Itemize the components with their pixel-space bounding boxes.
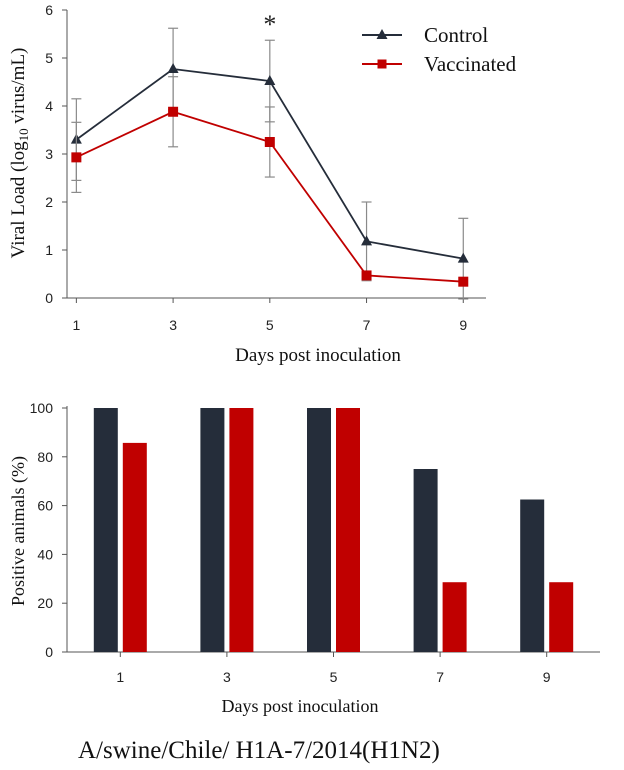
line-chart-x-tick-label: 9 xyxy=(459,317,467,333)
viral-load-line-chart: 0 1 2 3 4 5 6 1 3 5 7 9 * Days post inoculation Vir… xyxy=(8,2,517,366)
line-chart-series xyxy=(70,27,469,300)
legend-vaccinated-marker xyxy=(377,59,387,69)
data-point-vaccinated xyxy=(361,270,372,281)
line-chart-y-tick-label: 3 xyxy=(45,146,53,162)
data-point-vaccinated xyxy=(264,137,275,147)
bar-chart-y-tick-label: 0 xyxy=(45,644,53,660)
data-point-vaccinated xyxy=(71,152,82,163)
line-chart-x-tick-label: 7 xyxy=(363,317,371,333)
line-chart-x-tick-label: 3 xyxy=(169,317,177,333)
figure-caption: A/swine/Chile/ H1A-7/2014(H1N2) xyxy=(78,737,440,764)
bar-chart-axes: 0 20 40 60 80 100 1 3 5 7 9 xyxy=(30,400,600,685)
data-point-control xyxy=(264,75,276,86)
bar-chart-y-axis-label: Positive animals (%) xyxy=(8,456,29,606)
bar-chart-y-tick-label: 60 xyxy=(37,498,53,514)
bar-control xyxy=(520,499,545,652)
legend-control-marker xyxy=(376,29,388,39)
bar-chart-x-axis-label: Days post inoculation xyxy=(222,696,379,716)
bar-vaccinated xyxy=(549,582,574,652)
bar-chart-y-tick-label: 100 xyxy=(30,400,54,416)
bar-chart-y-tick-label: 20 xyxy=(37,595,53,611)
bar-vaccinated xyxy=(122,442,147,652)
bar-chart-x-tick-label: 5 xyxy=(330,669,338,685)
line-chart-y-tick-label: 2 xyxy=(45,194,53,210)
bar-control xyxy=(307,408,331,652)
line-chart-y-tick-label: 5 xyxy=(45,50,53,66)
y-axis-label-subscript: 10 xyxy=(16,128,31,141)
bar-chart-x-tick-label: 3 xyxy=(223,669,231,685)
data-point-control xyxy=(361,235,373,246)
data-point-control xyxy=(167,63,179,74)
bar-vaccinated xyxy=(229,408,254,652)
bar-control xyxy=(413,469,438,652)
bar-control xyxy=(200,408,225,652)
bar-chart-x-tick-label: 7 xyxy=(436,669,444,685)
line-chart-x-tick-label: 5 xyxy=(266,317,274,333)
y-axis-label-main: Viral Load (log xyxy=(8,141,29,259)
line-chart-y-tick-label: 4 xyxy=(45,98,53,114)
bar-vaccinated xyxy=(336,408,360,652)
line-chart-y-tick-label: 1 xyxy=(45,242,53,258)
data-point-vaccinated xyxy=(168,106,179,117)
bar-chart-x-tick-label: 9 xyxy=(543,669,551,685)
line-chart-axes: 0 1 2 3 4 5 6 1 3 5 7 9 xyxy=(45,2,486,333)
line-chart-y-tick-label: 6 xyxy=(45,2,53,18)
y-axis-label-tail: virus/mL) xyxy=(8,48,29,129)
line-chart-x-tick-label: 1 xyxy=(72,317,80,333)
data-point-control xyxy=(457,252,469,263)
line-chart-x-axis-label: Days post inoculation xyxy=(235,345,401,366)
bar-control xyxy=(93,408,118,652)
bar-chart-y-tick-label: 40 xyxy=(37,546,53,562)
bar-chart-x-tick-label: 1 xyxy=(116,669,124,685)
line-chart-y-tick-label: 0 xyxy=(45,290,53,306)
bar-chart-bars xyxy=(93,408,574,652)
line-chart-legend: Control Vaccinated xyxy=(362,23,517,76)
legend-vaccinated-label: Vaccinated xyxy=(424,52,517,76)
data-point-vaccinated xyxy=(458,276,469,287)
significance-annotation: * xyxy=(263,10,276,39)
bar-chart-y-tick-label: 80 xyxy=(37,449,53,465)
line-chart-y-axis-label: Viral Load (log10 virus/mL) xyxy=(8,48,31,259)
legend-control-label: Control xyxy=(424,23,488,47)
bar-vaccinated xyxy=(442,582,467,652)
